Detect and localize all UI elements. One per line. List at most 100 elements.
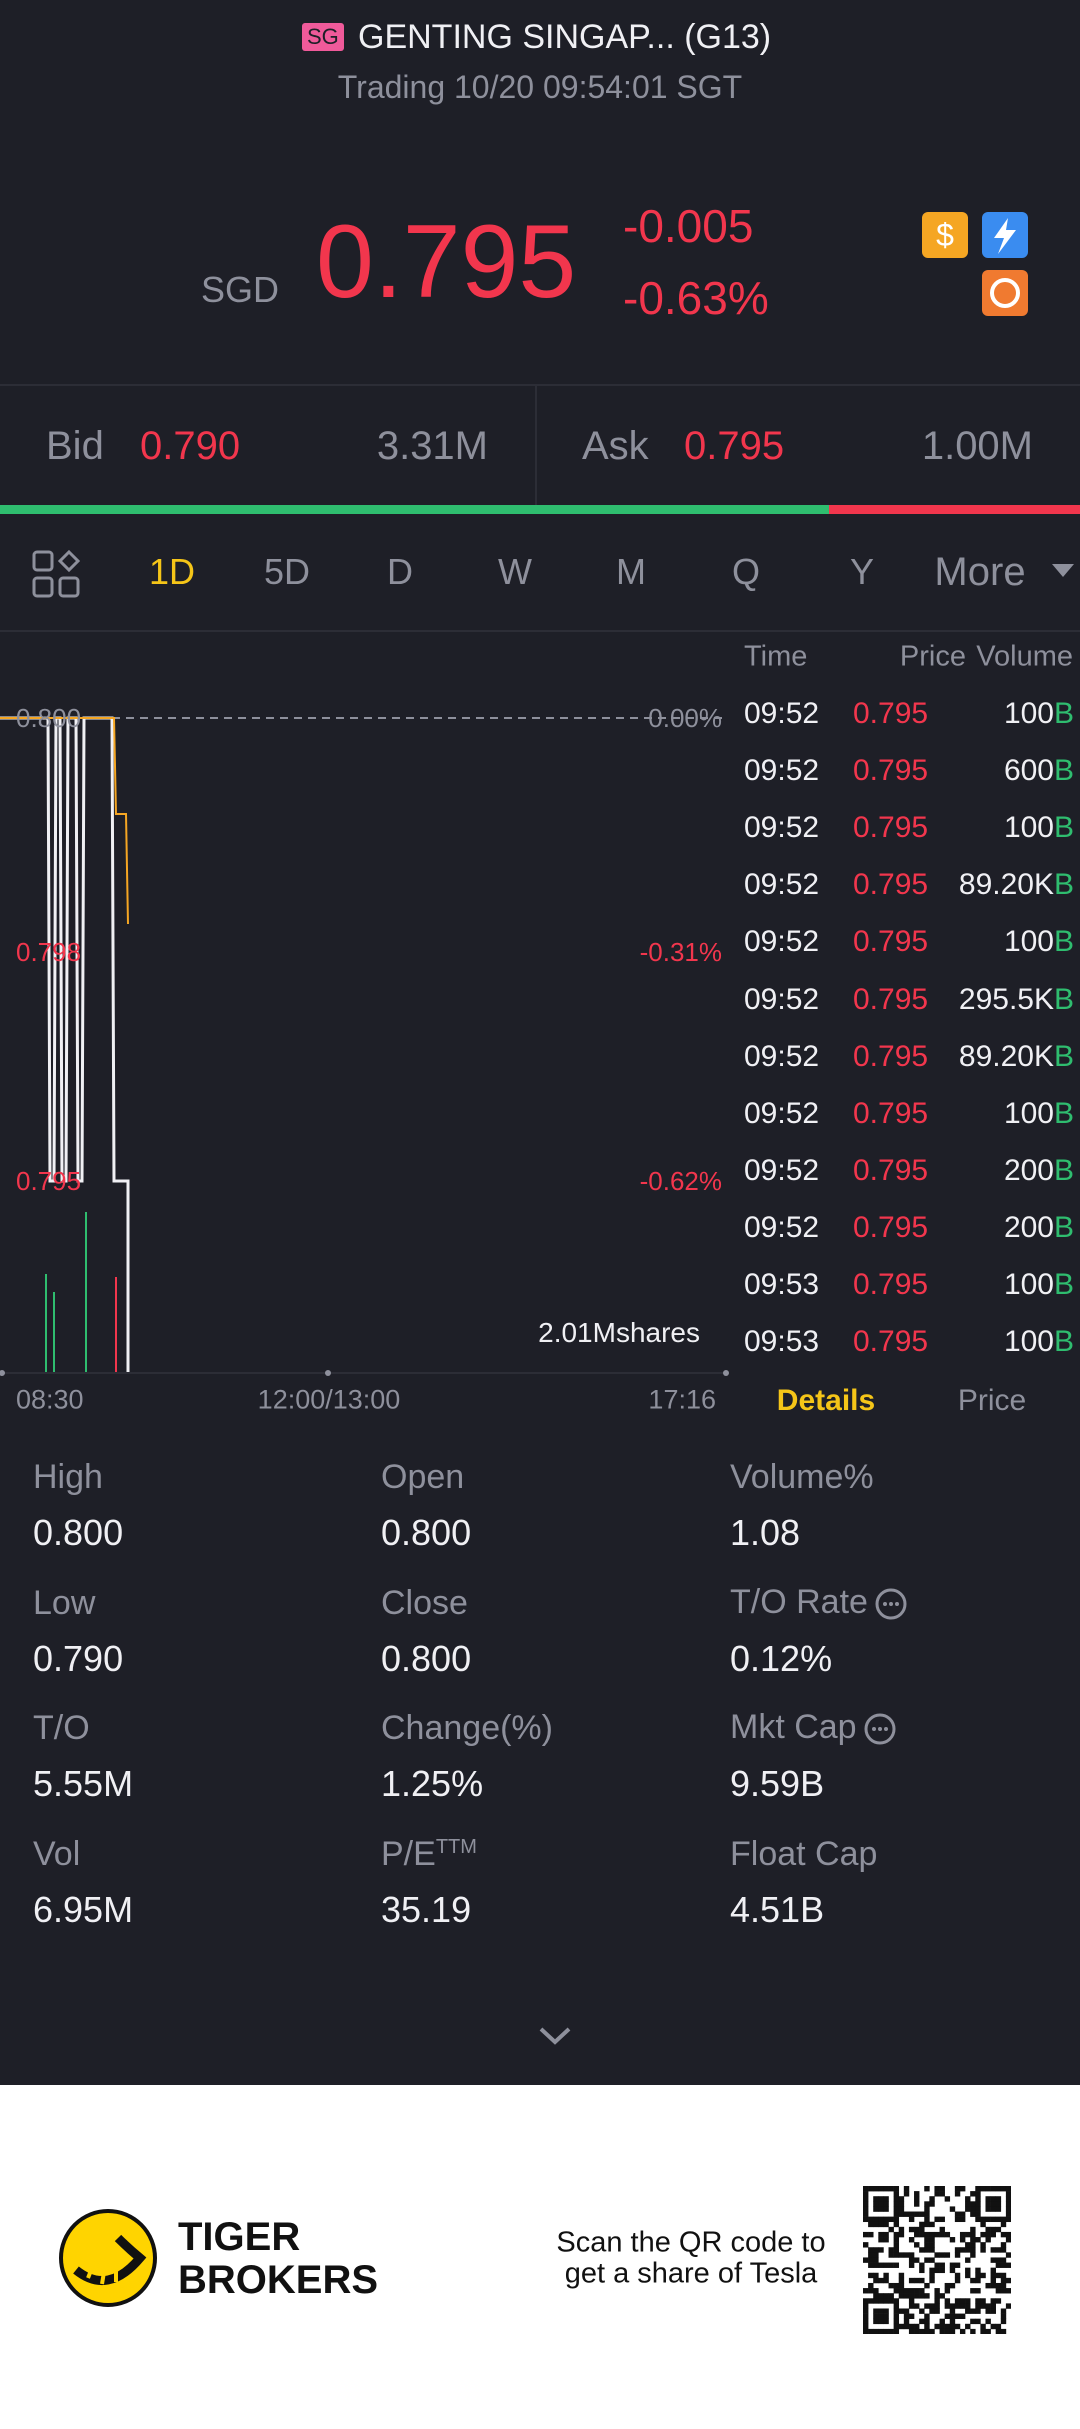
trade-volume: 89.20K: [958, 868, 1054, 902]
stat-label: Low: [33, 1583, 96, 1622]
stat-label: Mkt Cap: [730, 1710, 897, 1746]
ask-ratio-bar: [829, 505, 1080, 514]
trade-side: B: [1054, 1325, 1075, 1359]
trading-status: Trading 10/20 09:54:01 SGT: [337, 69, 743, 105]
stat-value: 0.800: [381, 1637, 472, 1679]
trade-volume: 89.20K: [958, 1039, 1054, 1073]
trade-header: Price: [899, 640, 966, 673]
badges: $: [922, 212, 1028, 316]
bid-ratio-bar: [0, 505, 829, 514]
period-tab[interactable]: W: [498, 551, 532, 592]
time-axis-label: 08:30: [16, 1384, 84, 1415]
trade-side: B: [1054, 925, 1075, 959]
price-change: -0.005: [623, 200, 754, 252]
stat-label: Open: [381, 1458, 465, 1496]
layout-icon[interactable]: [32, 550, 80, 598]
trade-side: B: [1054, 1153, 1075, 1187]
trade-time: 09:52: [744, 754, 820, 788]
trade-volume: 600: [1003, 754, 1054, 788]
info-icon[interactable]: [874, 1587, 908, 1621]
icon-glyph: $: [936, 217, 954, 253]
stat-value: 0.12%: [730, 1637, 833, 1679]
trade-time: 09:52: [744, 811, 820, 845]
trade-side: B: [1054, 868, 1075, 902]
period-tab[interactable]: 5D: [263, 551, 311, 592]
promo-line: Scan the QR code to: [556, 2226, 826, 2259]
trade-volume: 200: [1003, 1153, 1054, 1187]
period-tab[interactable]: 1D: [148, 551, 196, 592]
price-line: [0, 716, 130, 1373]
volume-label: 2.01Mshares: [538, 1317, 700, 1348]
stat-label: Float Cap: [730, 1834, 878, 1873]
divider: [0, 384, 1080, 386]
bid-label: Bid: [46, 424, 104, 468]
promo-line: get a share of Tesla: [564, 2257, 818, 2290]
pct-axis-label: 0.00%: [648, 703, 722, 733]
stat-label: T/O: [33, 1709, 90, 1748]
trade-volume: 100: [1003, 1096, 1054, 1130]
period-tab[interactable]: Q: [731, 551, 761, 592]
intraday-chart: [0, 716, 729, 1376]
trade-volume: 200: [1003, 1210, 1054, 1244]
market-badge: SG: [302, 23, 344, 51]
dividend-icon[interactable]: [922, 212, 968, 258]
trade-time: 09:52: [744, 1153, 820, 1187]
trade-side: B: [1054, 1268, 1075, 1301]
panel-tab[interactable]: Price: [957, 1384, 1027, 1417]
stat-value: 0.800: [381, 1512, 472, 1553]
stat-label: T/O Rate: [730, 1585, 908, 1621]
price-axis-label: 0.798: [16, 937, 82, 967]
trade-side: B: [1054, 982, 1075, 1016]
stat-value: 5.55M: [33, 1763, 134, 1805]
stat-label: High: [33, 1458, 103, 1496]
stat-label-sup: TTM: [435, 1835, 477, 1858]
panel-tab[interactable]: Details: [776, 1384, 876, 1417]
info-icon[interactable]: [863, 1712, 897, 1746]
trade-header: Volume: [976, 640, 1073, 673]
trade-side: B: [1054, 697, 1075, 730]
trade-time: 09:52: [744, 1039, 820, 1073]
time-axis-label: 17:16: [648, 1384, 716, 1415]
trade-time: 09:52: [744, 697, 820, 730]
stat-value: 0.790: [33, 1637, 124, 1679]
stat-value: 35.19: [381, 1888, 472, 1930]
trade-volume: 295.5K: [958, 982, 1054, 1016]
trade-side: B: [1054, 811, 1075, 845]
expand-chevron[interactable]: [538, 2026, 572, 2046]
options-icon[interactable]: [982, 270, 1028, 316]
period-tab[interactable]: M: [616, 551, 646, 592]
period-tab[interactable]: D: [387, 551, 413, 592]
trade-volume: 100: [1003, 697, 1054, 730]
stat-value: 9.59B: [730, 1763, 825, 1805]
brand-line: BROKERS: [178, 2258, 379, 2302]
trade-price: 0.795: [853, 754, 929, 788]
price-axis-label: 0.795: [16, 1166, 82, 1196]
trade-price: 0.795: [853, 811, 929, 845]
dropdown-arrow[interactable]: [1052, 564, 1074, 578]
stat-label: P/ETTM: [381, 1834, 477, 1873]
period-tab[interactable]: Y: [849, 551, 875, 592]
stat-value: 4.51B: [730, 1888, 825, 1930]
divider: [0, 630, 1080, 632]
trade-header: Time: [744, 640, 808, 673]
trade-price: 0.795: [853, 982, 929, 1016]
trade-side: B: [1054, 1039, 1075, 1073]
trade-side: B: [1054, 754, 1075, 788]
ask-price: 0.795: [684, 424, 785, 468]
bid-size: 3.31M: [376, 424, 488, 468]
trade-price: 0.795: [853, 1153, 929, 1187]
stat-value: 1.25%: [381, 1763, 484, 1805]
time-axis-label: 12:00/13:00: [257, 1384, 401, 1415]
trade-time: 09:52: [744, 1096, 820, 1130]
stat-value: 1.08: [730, 1512, 801, 1553]
period-tab[interactable]: More: [934, 550, 1026, 594]
trade-price: 0.795: [853, 1210, 929, 1244]
stat-label: Vol: [33, 1834, 81, 1873]
ask-label: Ask: [582, 424, 649, 468]
stock-title[interactable]: GENTING SINGAP... (G13): [358, 18, 772, 56]
avg-line: [0, 717, 129, 925]
trade-price: 0.795: [853, 1039, 929, 1073]
trade-time: 09:52: [744, 868, 820, 902]
stat-label: Close: [381, 1583, 468, 1622]
